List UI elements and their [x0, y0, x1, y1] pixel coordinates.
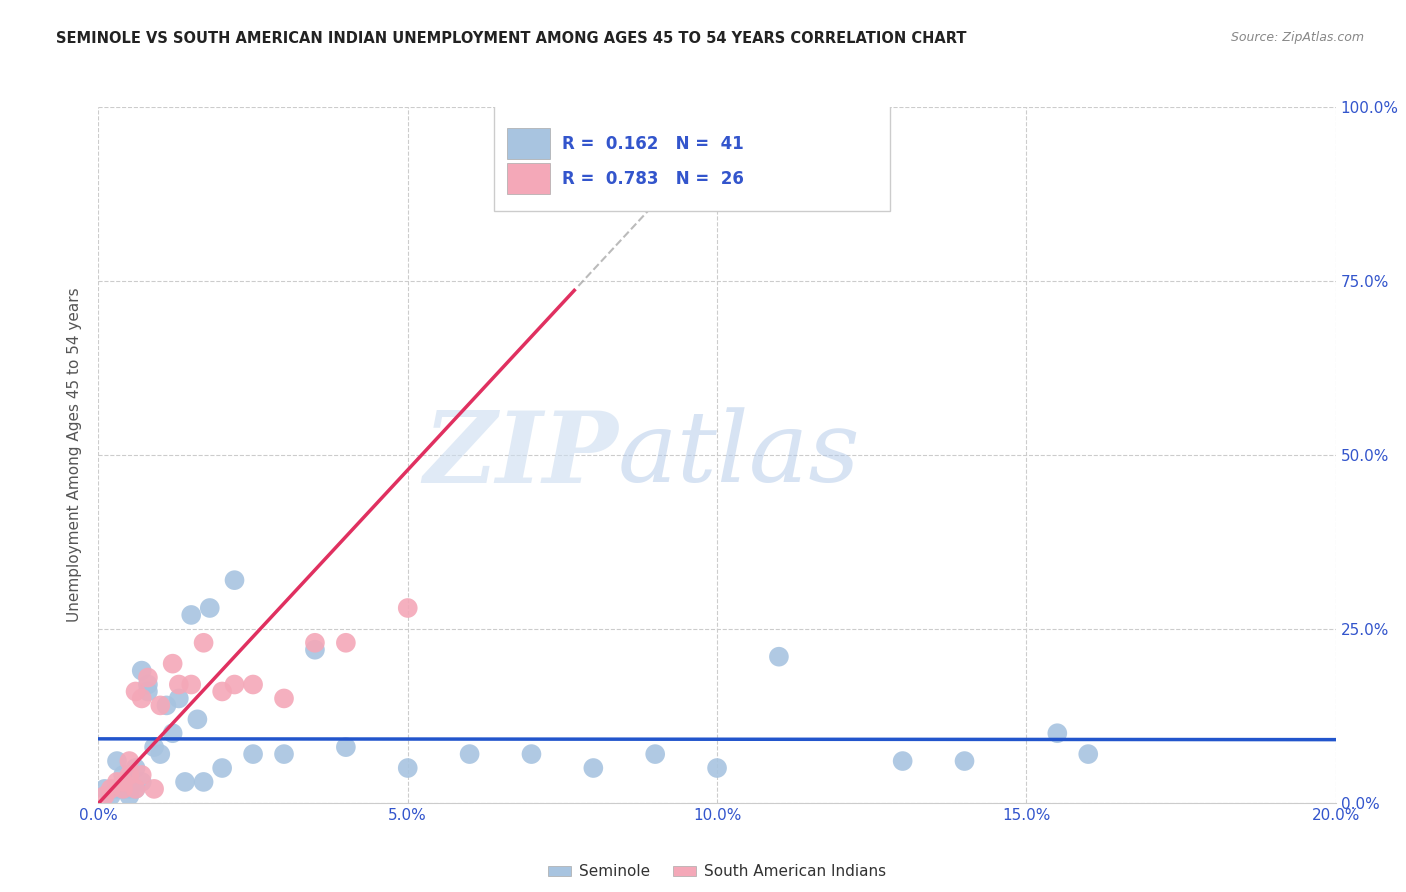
- Y-axis label: Unemployment Among Ages 45 to 54 years: Unemployment Among Ages 45 to 54 years: [67, 287, 83, 623]
- Point: [273, 691, 295, 706]
- Point: [162, 657, 184, 671]
- Point: [118, 789, 141, 803]
- Point: [136, 684, 159, 698]
- Point: [335, 740, 357, 755]
- Point: [124, 761, 146, 775]
- Text: R =  0.162   N =  41: R = 0.162 N = 41: [562, 135, 744, 153]
- Point: [112, 781, 135, 796]
- Point: [131, 768, 153, 782]
- Point: [100, 781, 122, 796]
- Point: [335, 636, 357, 650]
- Point: [162, 726, 184, 740]
- Point: [458, 747, 481, 761]
- Point: [533, 100, 555, 114]
- Point: [124, 781, 146, 796]
- Point: [118, 781, 141, 796]
- Point: [242, 677, 264, 691]
- Point: [180, 677, 202, 691]
- Point: [131, 775, 153, 789]
- Point: [118, 768, 141, 782]
- Point: [136, 671, 159, 685]
- Point: [582, 761, 605, 775]
- Point: [193, 636, 215, 650]
- Point: [242, 747, 264, 761]
- Point: [100, 789, 122, 803]
- Point: [304, 642, 326, 657]
- Point: [186, 712, 208, 726]
- Point: [304, 636, 326, 650]
- Point: [105, 775, 128, 789]
- Point: [224, 677, 246, 691]
- FancyBboxPatch shape: [506, 128, 550, 159]
- Point: [136, 677, 159, 691]
- Point: [167, 677, 190, 691]
- Point: [105, 754, 128, 768]
- Point: [155, 698, 177, 713]
- Legend: Seminole, South American Indians: Seminole, South American Indians: [543, 858, 891, 886]
- Text: R =  0.783   N =  26: R = 0.783 N = 26: [562, 169, 744, 187]
- Point: [180, 607, 202, 622]
- Point: [211, 684, 233, 698]
- Point: [167, 691, 190, 706]
- Point: [1077, 747, 1099, 761]
- Point: [891, 754, 914, 768]
- Point: [93, 781, 115, 796]
- Point: [124, 781, 146, 796]
- FancyBboxPatch shape: [506, 162, 550, 194]
- Text: SEMINOLE VS SOUTH AMERICAN INDIAN UNEMPLOYMENT AMONG AGES 45 TO 54 YEARS CORRELA: SEMINOLE VS SOUTH AMERICAN INDIAN UNEMPL…: [56, 31, 967, 46]
- Text: ZIP: ZIP: [423, 407, 619, 503]
- Point: [174, 775, 197, 789]
- Point: [396, 601, 419, 615]
- Point: [273, 747, 295, 761]
- Point: [644, 747, 666, 761]
- Point: [224, 573, 246, 587]
- Point: [706, 761, 728, 775]
- Point: [131, 664, 153, 678]
- Point: [193, 775, 215, 789]
- Point: [112, 775, 135, 789]
- Point: [198, 601, 221, 615]
- Point: [124, 684, 146, 698]
- Point: [211, 761, 233, 775]
- FancyBboxPatch shape: [495, 100, 890, 211]
- Point: [768, 649, 790, 664]
- Text: Source: ZipAtlas.com: Source: ZipAtlas.com: [1230, 31, 1364, 45]
- Point: [105, 781, 128, 796]
- Point: [1046, 726, 1069, 740]
- Point: [143, 781, 166, 796]
- Point: [112, 781, 135, 796]
- Point: [93, 789, 115, 803]
- Point: [131, 691, 153, 706]
- Point: [953, 754, 976, 768]
- Point: [112, 768, 135, 782]
- Text: atlas: atlas: [619, 408, 860, 502]
- Point: [520, 747, 543, 761]
- Point: [396, 761, 419, 775]
- Point: [149, 747, 172, 761]
- Point: [143, 740, 166, 755]
- Point: [149, 698, 172, 713]
- Point: [118, 754, 141, 768]
